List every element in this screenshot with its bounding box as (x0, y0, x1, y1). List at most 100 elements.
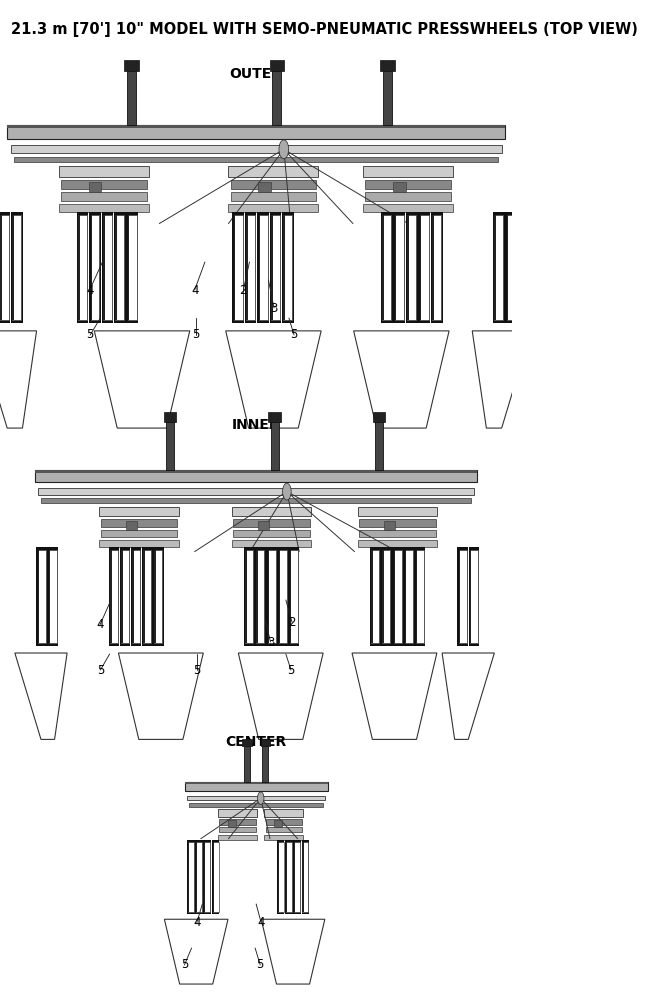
Bar (203, 840, 211, 914)
Bar (127, 71, 136, 125)
Bar (76, 212, 88, 323)
Bar (231, 507, 312, 516)
Bar (232, 212, 244, 323)
Bar (233, 530, 310, 537)
Bar (196, 842, 197, 912)
Bar (507, 215, 516, 320)
Bar (255, 547, 266, 646)
Bar (101, 530, 178, 537)
Text: INNER: INNER (232, 418, 281, 432)
Bar (101, 519, 178, 527)
Bar (187, 840, 194, 914)
Text: 5: 5 (181, 958, 188, 972)
Bar (47, 547, 58, 646)
Bar (115, 215, 117, 320)
Bar (268, 412, 281, 422)
Bar (229, 204, 318, 212)
Bar (470, 550, 478, 643)
Bar (36, 547, 47, 646)
Bar (35, 470, 478, 473)
Bar (128, 215, 130, 320)
Polygon shape (0, 331, 36, 428)
Text: 3: 3 (267, 636, 274, 648)
Bar (431, 212, 443, 323)
Bar (266, 819, 302, 825)
Bar (213, 842, 214, 912)
Bar (143, 550, 145, 643)
Bar (218, 809, 257, 817)
Bar (262, 746, 268, 782)
Bar (187, 796, 325, 800)
Circle shape (283, 483, 291, 500)
Circle shape (257, 792, 264, 804)
Bar (78, 215, 87, 320)
Bar (271, 422, 279, 470)
Bar (196, 842, 202, 912)
Bar (288, 547, 299, 646)
Bar (494, 215, 503, 320)
Bar (35, 470, 478, 482)
Bar (419, 212, 430, 323)
Text: 4: 4 (191, 284, 198, 296)
Bar (245, 212, 257, 323)
Bar (271, 215, 273, 320)
Bar (102, 212, 113, 323)
Bar (382, 215, 384, 320)
Bar (10, 145, 502, 153)
Bar (246, 550, 253, 643)
Bar (283, 215, 285, 320)
Bar (234, 215, 235, 320)
Bar (61, 192, 147, 201)
Bar (370, 547, 380, 646)
Bar (382, 550, 391, 643)
Bar (7, 125, 505, 138)
Bar (131, 547, 141, 646)
Polygon shape (472, 331, 531, 428)
Bar (290, 550, 297, 643)
Polygon shape (119, 653, 203, 739)
Bar (264, 835, 303, 840)
Bar (277, 547, 288, 646)
Bar (128, 215, 137, 320)
Polygon shape (354, 331, 449, 428)
Bar (380, 60, 395, 71)
Bar (99, 540, 179, 547)
Bar (364, 166, 453, 177)
Bar (11, 212, 23, 323)
Bar (270, 212, 281, 323)
Bar (415, 550, 424, 643)
Circle shape (279, 140, 288, 159)
Bar (231, 540, 312, 547)
Bar (365, 180, 451, 189)
Bar (395, 215, 397, 320)
Bar (283, 215, 292, 320)
Bar (282, 212, 294, 323)
Bar (257, 212, 269, 323)
Bar (218, 835, 257, 840)
Bar (132, 550, 140, 643)
Bar (290, 550, 291, 643)
Bar (188, 842, 194, 912)
Bar (294, 842, 295, 912)
Bar (132, 550, 133, 643)
Bar (153, 547, 164, 646)
Bar (143, 550, 152, 643)
Bar (301, 840, 309, 914)
Bar (364, 204, 453, 212)
Bar (244, 547, 255, 646)
Bar (154, 550, 163, 643)
Bar (41, 498, 471, 503)
Bar (381, 547, 391, 646)
Bar (114, 212, 126, 323)
Text: 4: 4 (86, 284, 93, 296)
Polygon shape (238, 653, 323, 739)
Bar (404, 550, 406, 643)
Bar (220, 819, 256, 825)
Text: OUTER: OUTER (229, 67, 283, 81)
Bar (286, 842, 287, 912)
Bar (227, 820, 236, 827)
Bar (220, 827, 256, 832)
Bar (49, 550, 56, 643)
Bar (303, 842, 308, 912)
Bar (142, 547, 152, 646)
